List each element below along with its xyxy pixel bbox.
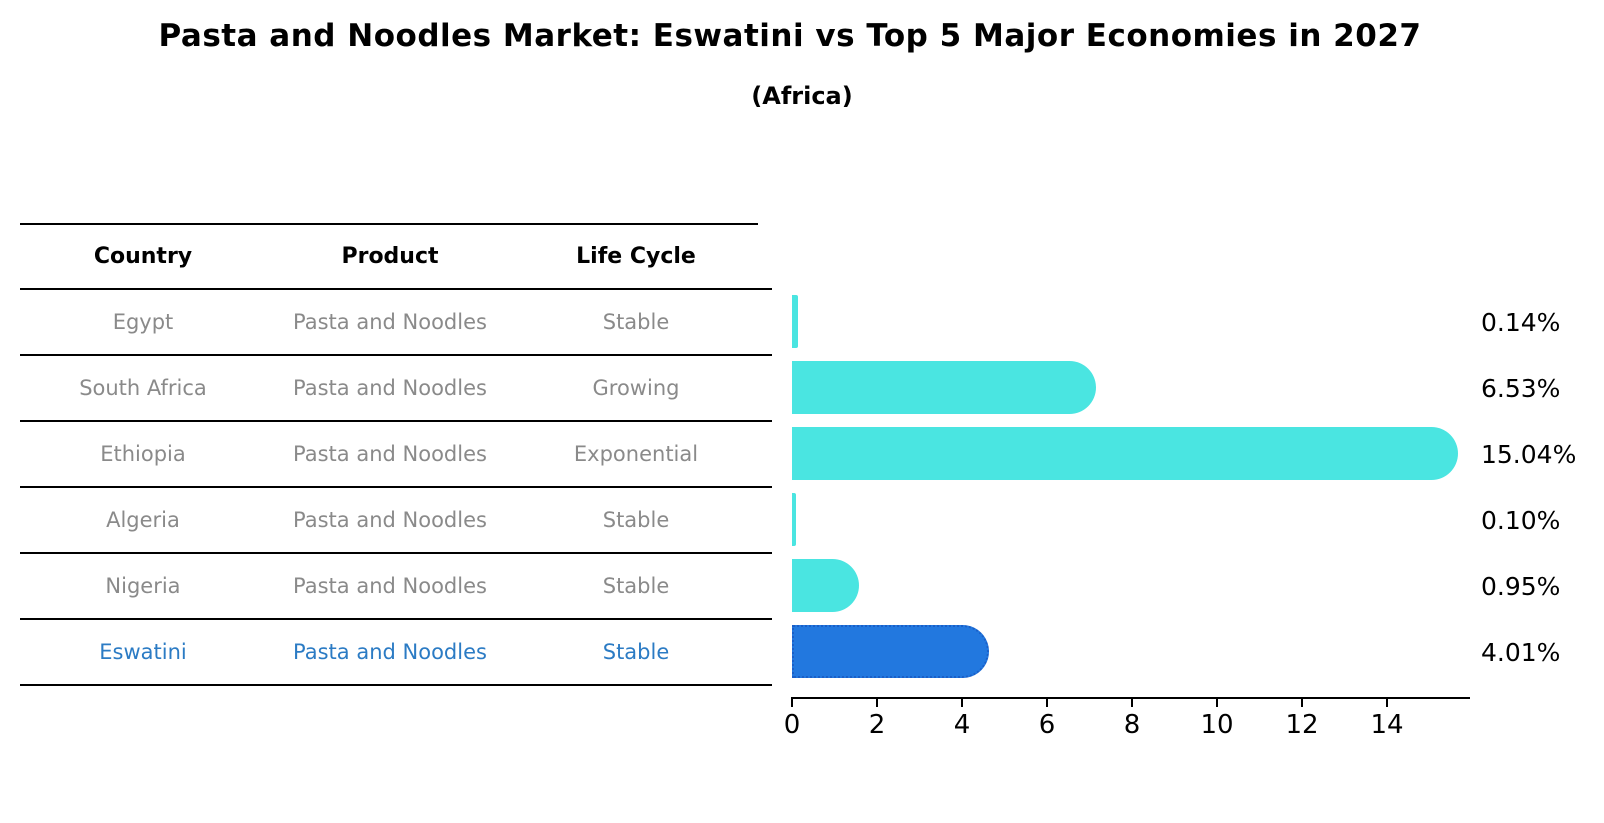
x-tick-label: 4 [953, 710, 971, 740]
column-header-product: Product [341, 243, 439, 269]
x-axis-tick [1046, 697, 1048, 707]
table-row: Nigeria Pasta and Noodles Stable [20, 553, 758, 619]
x-axis-tick [1301, 697, 1303, 707]
y-axis-tick [745, 618, 772, 620]
y-axis-tick [745, 354, 772, 356]
y-axis-tick [745, 486, 772, 488]
cell-country: Eswatini [99, 640, 187, 664]
cell-product: Pasta and Noodles [293, 508, 487, 532]
cell-country: Egypt [112, 310, 174, 334]
x-axis-tick [961, 697, 963, 707]
x-tick-label: 6 [1038, 710, 1056, 740]
bar-south-africa [792, 361, 1097, 414]
bar-egypt [792, 295, 798, 348]
table-row-rule [20, 618, 758, 620]
cell-country: Nigeria [105, 574, 181, 598]
x-axis-tick [1216, 697, 1218, 707]
x-axis-tick [1386, 697, 1388, 707]
cell-product: Pasta and Noodles [293, 574, 487, 598]
table-row-rule [20, 552, 758, 554]
table-top-rule [20, 223, 758, 225]
cell-product: Pasta and Noodles [293, 442, 487, 466]
y-axis-tick [745, 288, 772, 290]
x-axis-tick [1131, 697, 1133, 707]
column-header-life-cycle: Life Cycle [576, 243, 696, 269]
cell-life-cycle: Stable [602, 574, 670, 598]
y-axis-tick [745, 552, 772, 554]
bar-nigeria [792, 559, 859, 612]
bar-ethiopia [792, 427, 1458, 480]
table-header-row: Country Product Life Cycle [20, 223, 758, 289]
cell-product: Pasta and Noodles [293, 310, 487, 334]
table-row: Algeria Pasta and Noodles Stable [20, 487, 758, 553]
x-axis-tick [791, 697, 793, 707]
column-header-country: Country [93, 243, 193, 269]
value-label: 0.14% [1481, 307, 1561, 337]
table-row-rule [20, 420, 758, 422]
value-label: 0.95% [1481, 571, 1561, 601]
cell-country: Algeria [106, 508, 180, 532]
cell-country: South Africa [79, 376, 207, 400]
table-row: South Africa Pasta and Noodles Growing [20, 355, 758, 421]
x-tick-label: 12 [1285, 710, 1319, 740]
cell-life-cycle: Stable [602, 640, 670, 664]
value-label: 6.53% [1481, 373, 1561, 403]
x-tick-label: 0 [783, 710, 801, 740]
cell-life-cycle: Exponential [573, 442, 699, 466]
bar-eswatini [792, 625, 989, 678]
table-row: Egypt Pasta and Noodles Stable [20, 289, 758, 355]
page-subtitle: (Africa) [751, 82, 853, 110]
value-label: 0.10% [1481, 505, 1561, 535]
table-row-rule [20, 288, 758, 290]
x-tick-label: 8 [1123, 710, 1141, 740]
cell-product: Pasta and Noodles [293, 376, 487, 400]
table-row-rule [20, 486, 758, 488]
x-tick-label: 2 [868, 710, 886, 740]
x-tick-label: 10 [1200, 710, 1234, 740]
cell-product: Pasta and Noodles [293, 640, 487, 664]
bar-algeria [792, 493, 797, 546]
table-row: Eswatini Pasta and Noodles Stable [20, 619, 758, 685]
table-row-rule [20, 354, 758, 356]
x-tick-label: 14 [1370, 710, 1404, 740]
table-row-rule [20, 684, 758, 686]
page-title: Pasta and Noodles Market: Eswatini vs To… [158, 18, 1422, 54]
cell-country: Ethiopia [100, 442, 186, 466]
cell-life-cycle: Stable [602, 508, 670, 532]
x-axis-tick [876, 697, 878, 707]
table-row: Ethiopia Pasta and Noodles Exponential [20, 421, 758, 487]
value-label: 15.04% [1481, 439, 1577, 469]
value-label: 4.01% [1481, 637, 1561, 667]
y-axis-tick [745, 420, 772, 422]
y-axis-tick [745, 684, 772, 686]
cell-life-cycle: Growing [592, 376, 680, 400]
cell-life-cycle: Stable [602, 310, 670, 334]
